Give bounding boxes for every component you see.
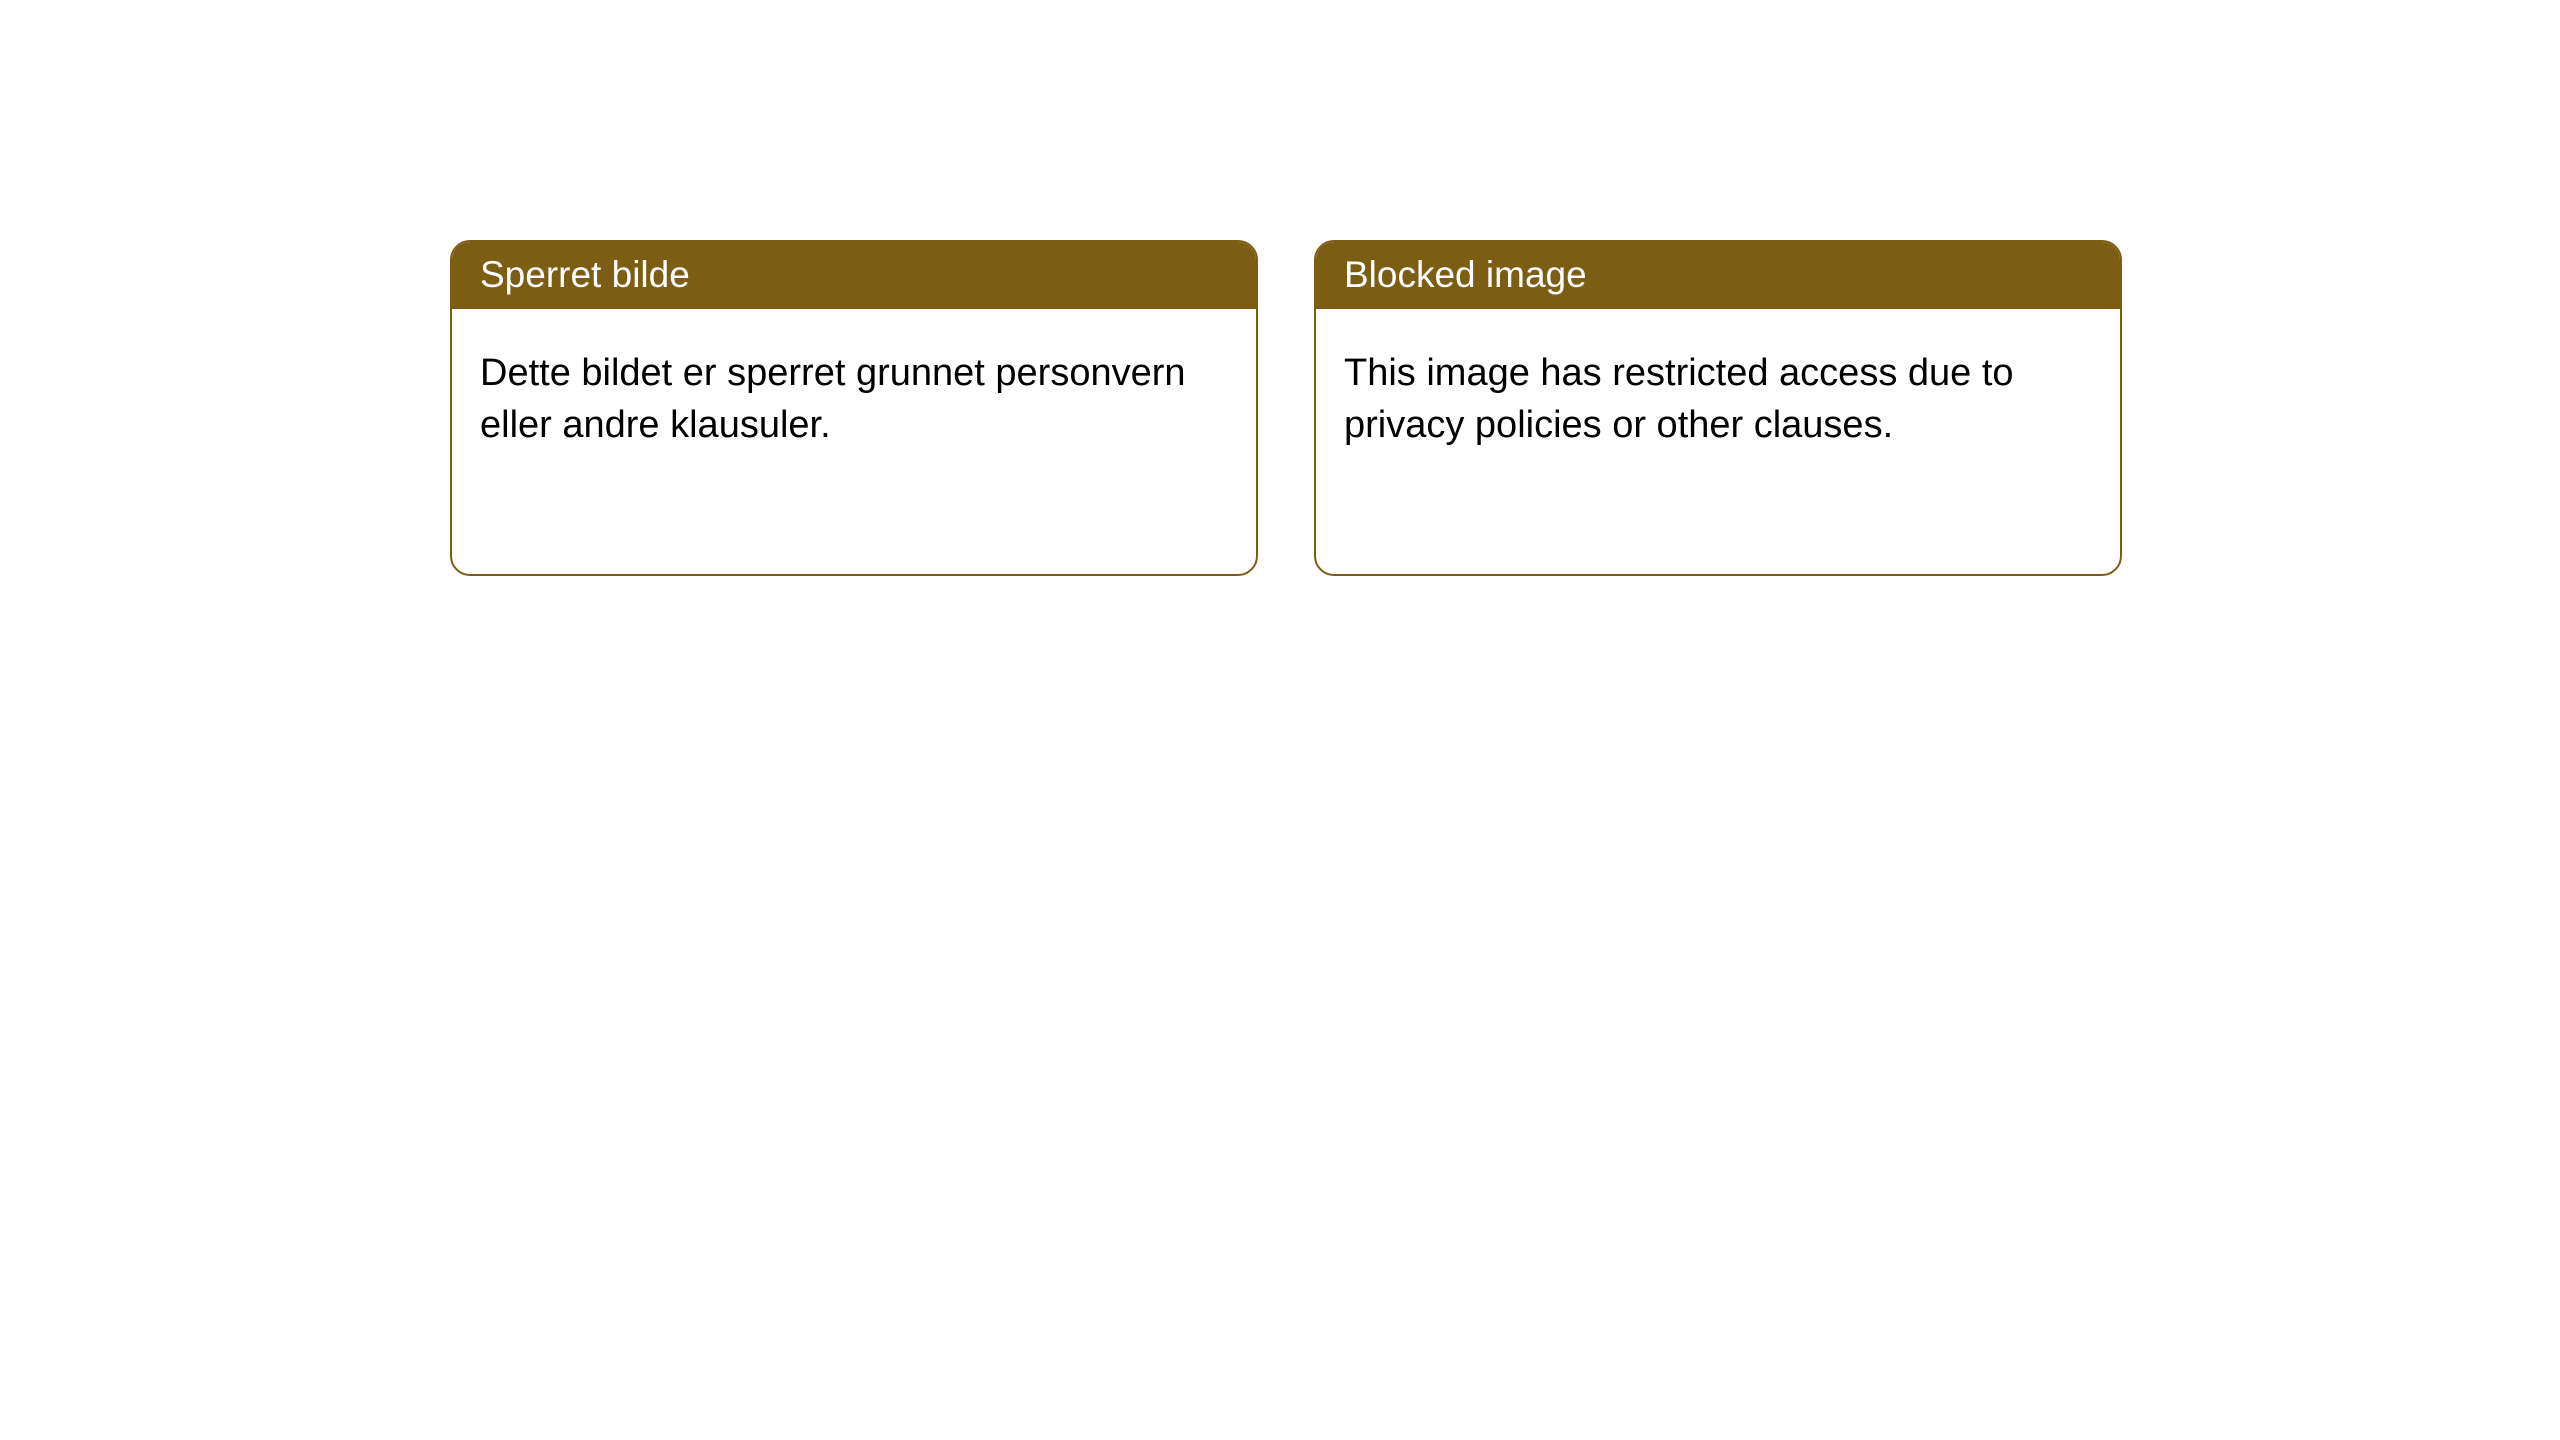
card-header-no: Sperret bilde bbox=[452, 242, 1256, 309]
card-text-en: This image has restricted access due to … bbox=[1344, 352, 2014, 446]
card-text-no: Dette bildet er sperret grunnet personve… bbox=[480, 352, 1186, 446]
card-body-no: Dette bildet er sperret grunnet personve… bbox=[452, 309, 1256, 480]
card-title-no: Sperret bilde bbox=[480, 254, 690, 295]
blocked-image-cards: Sperret bilde Dette bildet er sperret gr… bbox=[450, 240, 2122, 576]
blocked-image-card-no: Sperret bilde Dette bildet er sperret gr… bbox=[450, 240, 1258, 576]
blocked-image-card-en: Blocked image This image has restricted … bbox=[1314, 240, 2122, 576]
card-body-en: This image has restricted access due to … bbox=[1316, 309, 2120, 480]
card-header-en: Blocked image bbox=[1316, 242, 2120, 309]
card-title-en: Blocked image bbox=[1344, 254, 1587, 295]
